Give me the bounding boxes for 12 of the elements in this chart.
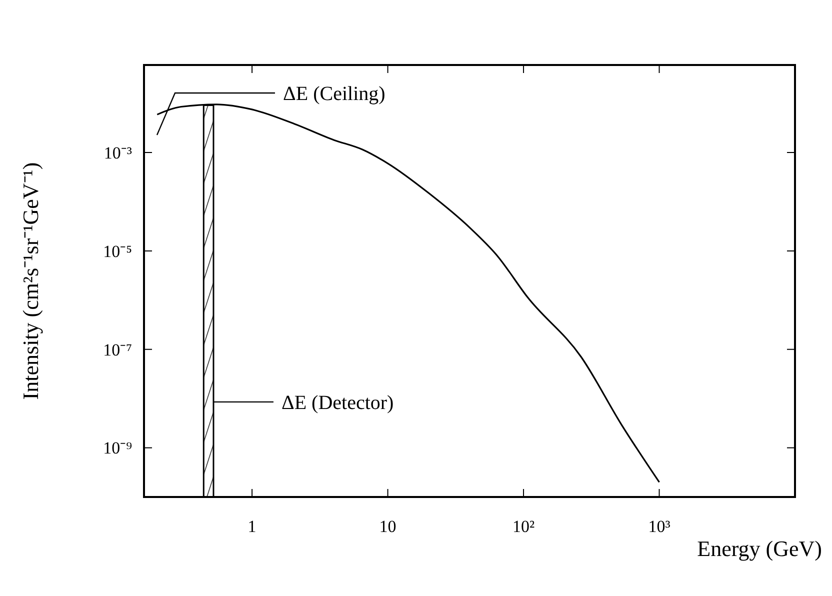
- y-tick-label: 10⁻⁷: [103, 340, 132, 360]
- x-tick-label: 1: [248, 517, 256, 536]
- y-tick-label: 10⁻⁵: [103, 242, 132, 261]
- x-tick-label: 10²: [512, 517, 535, 536]
- x-tick-label: 10³: [648, 517, 670, 536]
- y-tick-label: 10⁻⁹: [103, 438, 132, 458]
- annotation: ΔE (Ceiling): [283, 83, 386, 105]
- y-axis-title: Intensity (cm²s⁻¹sr⁻¹GeV⁻¹): [18, 162, 43, 400]
- y-tick-label: 10⁻³: [104, 143, 132, 162]
- x-tick-label: 10: [379, 517, 396, 536]
- x-axis-title: Energy (GeV): [697, 536, 822, 561]
- band-label: ΔE (Detector): [281, 392, 394, 414]
